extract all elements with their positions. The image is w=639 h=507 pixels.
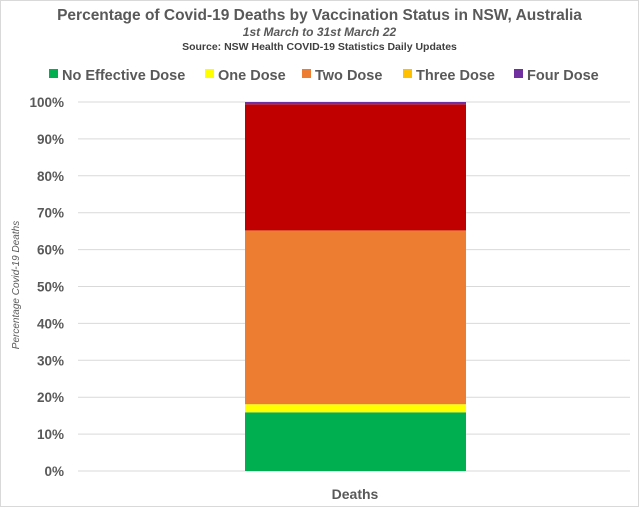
y-axis-label: Percentage Covid-19 Deaths <box>11 221 22 349</box>
legend-label: Four Dose <box>527 68 599 84</box>
bar-segments <box>245 102 466 471</box>
chart-subtitle: 1st March to 31st March 22 <box>242 25 397 39</box>
y-tick-label: 50% <box>37 280 64 295</box>
y-tick-label: 80% <box>37 169 64 184</box>
bar-segment-one-dose <box>245 404 466 413</box>
bar-segment-four-dose <box>245 102 466 105</box>
y-tick-label: 0% <box>44 464 64 479</box>
legend-label: No Effective Dose <box>62 68 185 84</box>
legend: No Effective Dose One Dose Two Dose Three D… <box>49 68 599 84</box>
y-tick-label: 20% <box>37 390 64 405</box>
y-tick-label: 90% <box>37 132 64 147</box>
legend-swatch <box>302 69 311 78</box>
bar-segment-two-dose <box>245 230 466 405</box>
chart-header: Percentage of Covid-19 Deaths by Vaccina… <box>0 6 639 54</box>
y-tick-label: 100% <box>29 95 64 110</box>
y-axis-ticks: 0% 10% 20% 30% 40% 50% 60% 70% 80% 90% 100% <box>29 95 64 479</box>
legend-swatch <box>514 69 523 78</box>
legend-swatch <box>205 69 214 78</box>
y-tick-label: 40% <box>37 316 64 331</box>
y-tick-label: 30% <box>37 353 64 368</box>
legend-swatch <box>403 69 412 78</box>
legend-label: Three Dose <box>416 68 495 84</box>
y-tick-label: 70% <box>37 206 64 221</box>
y-tick-label: 60% <box>37 243 64 258</box>
chart-title: Percentage of Covid-19 Deaths by Vaccina… <box>57 7 582 24</box>
legend-swatch <box>49 69 58 78</box>
chart-source: Source: NSW Health COVID-19 Statistics D… <box>182 41 457 53</box>
legend-label: Two Dose <box>315 68 382 84</box>
bar-segment-three-dose <box>245 104 466 231</box>
bar-segment-no-effective-dose <box>245 412 466 471</box>
legend-label: One Dose <box>218 68 286 84</box>
x-category-label: Deaths <box>332 486 379 502</box>
y-tick-label: 10% <box>37 427 64 442</box>
